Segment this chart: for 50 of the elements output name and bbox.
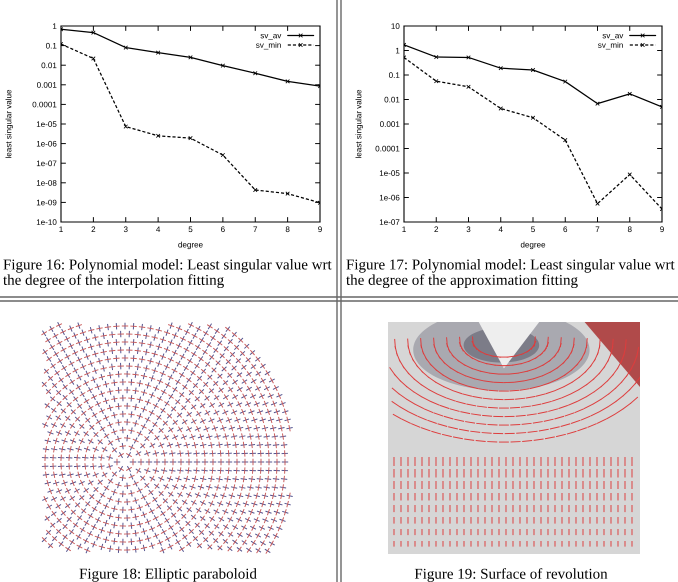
x-tick-label: 5 — [188, 226, 192, 232]
x-tick-label: 1 — [402, 226, 406, 232]
x-tick-label: 3 — [466, 226, 470, 232]
y-tick-label: 0.001 — [36, 82, 56, 88]
y-tick-label: 1e-06 — [380, 194, 400, 200]
caption: Figure 19: Surface of revolution — [414, 568, 608, 582]
y-tick-label: 1 — [52, 23, 56, 29]
y-axis-title: least singular value — [355, 90, 363, 158]
legend-label: sv_av — [260, 34, 282, 40]
x-tick-label: 6 — [563, 226, 568, 232]
x-tick-label: 2 — [434, 226, 438, 232]
x-tick-label: 4 — [498, 226, 503, 232]
x-tick-label: 8 — [628, 226, 632, 232]
caption: Figure 16: Polynomial model: Least singular value wrt the degree of the interpolation fitting — [3, 259, 332, 288]
legend-label: sv_av — [602, 34, 624, 40]
x-tick-label: 8 — [286, 226, 290, 232]
y-tick-label: 1e-10 — [36, 219, 57, 225]
y-tick-label: 0.0001 — [32, 102, 56, 108]
y-tick-label: 0.001 — [380, 121, 400, 127]
y-tick-label: 0.01 — [41, 62, 56, 68]
legend-label: sv_min — [256, 42, 281, 50]
x-axis-title: degree — [178, 242, 203, 250]
y-tick-label: 1e-07 — [380, 219, 400, 225]
x-tick-label: 6 — [221, 226, 225, 232]
y-tick-label: 1e-06 — [36, 140, 56, 147]
y-tick-label: 10 — [391, 23, 400, 29]
x-tick-label: 7 — [596, 226, 600, 232]
y-tick-label: 0.01 — [384, 96, 400, 102]
y-tick-label: 1e-08 — [36, 180, 56, 186]
y-tick-label: 1e-09 — [36, 200, 56, 206]
y-axis-title: least singular value — [5, 90, 13, 158]
x-tick-label: 1 — [59, 226, 63, 232]
x-axis-title: degree — [520, 242, 546, 250]
y-tick-label: 1e-05 — [36, 121, 56, 127]
x-tick-label: 5 — [531, 226, 535, 232]
y-tick-label: 1e-07 — [36, 160, 56, 166]
y-tick-label: 0.0001 — [376, 146, 400, 152]
x-tick-label: 7 — [253, 226, 258, 232]
y-tick-label: 0.1 — [46, 42, 56, 49]
y-tick-label: 0.1 — [388, 72, 400, 78]
caption: Figure 17: Polynomial model: Least singular value wrt the degree of the approximation fitting — [346, 259, 675, 288]
x-tick-label: 4 — [156, 226, 160, 232]
y-tick-label: 1 — [396, 48, 400, 54]
x-tick-label: 9 — [318, 226, 322, 232]
legend-label: sv_min — [598, 42, 623, 50]
x-tick-label: 3 — [124, 226, 128, 232]
caption: Figure 18: Elliptic paraboloid — [79, 568, 257, 582]
x-tick-label: 2 — [92, 226, 96, 232]
y-tick-label: 1e-05 — [380, 170, 400, 176]
x-tick-label: 9 — [660, 226, 664, 232]
